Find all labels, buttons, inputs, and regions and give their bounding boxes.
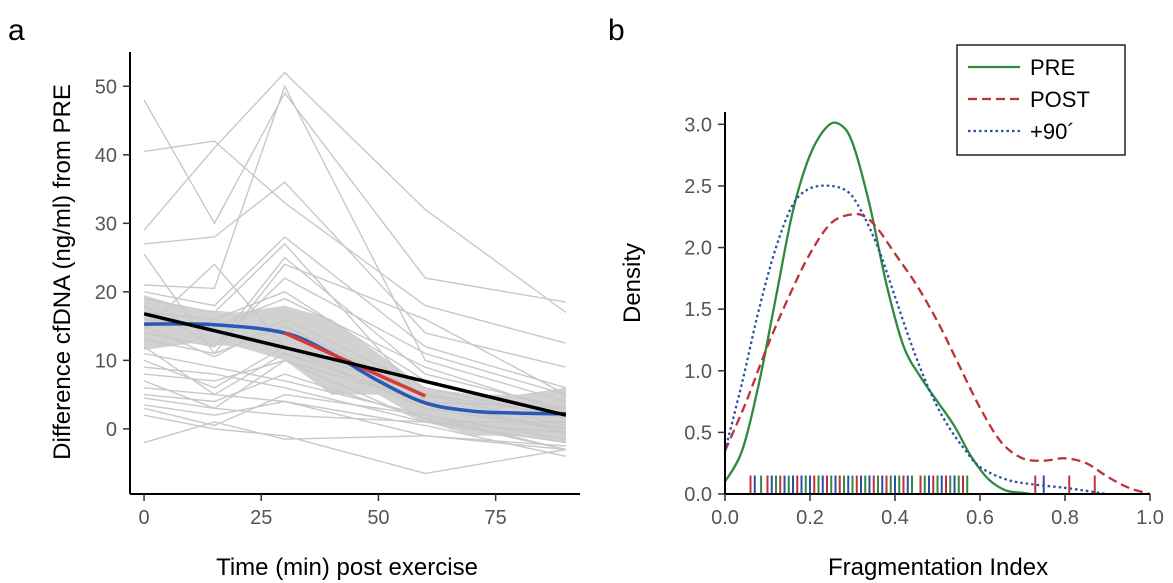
b-density-curve-2: [723, 212, 1151, 496]
a-individual-line-6: [144, 84, 567, 403]
a-individual-line-14: [143, 256, 567, 409]
a-y-tick-label-10: 10: [95, 350, 117, 372]
b-x-tick-label-1: 0.2: [796, 507, 824, 529]
b-y-tick-label-4: 2.0: [684, 238, 712, 260]
b-y-tick-label-6: 3.0: [684, 114, 712, 136]
b-legend-label-1: PRE: [1030, 55, 1075, 80]
b-x-tick-label-3: 0.6: [966, 507, 994, 529]
a-individual-line-12: [143, 318, 567, 420]
b-legend-label-2: POST: [1030, 87, 1090, 112]
panel-a-label: a: [8, 14, 25, 47]
b-legend: PRE POST +90´: [956, 44, 1126, 156]
b-x-tick-label-0: 0.0: [711, 507, 739, 529]
b-y-tick-label-2: 1.0: [684, 361, 712, 383]
a-individual-line-5: [143, 253, 567, 396]
b-x-tick-label-2: 0.4: [881, 507, 909, 529]
b-y-tick-label-1: 0.5: [684, 422, 712, 444]
panel-a: 0 10 20 30 40 50 0 25 50 75 Time (min) post exerc…: [49, 52, 580, 581]
a-smooth-fit-line: [144, 322, 566, 416]
b-y-axis-title: Density: [619, 243, 646, 323]
a-y-tick-label-20: 20: [95, 282, 117, 304]
b-axes-layer: 0.0 0.5 1.0 1.5 2.0 2.5 3.0 0.0 0.2 0.4 0.6 0.8 1.0: [684, 112, 1164, 529]
a-individual-line-7: [143, 236, 567, 389]
a-linear-fit-line: [143, 312, 567, 417]
a-individual-line-23: [144, 373, 567, 451]
b-x-tick-label-4: 0.8: [1051, 507, 1079, 529]
panel-b: 0.00.51.01.52.02.53.00.0 0.2 0.4 0.6 0.8 1.0 …: [619, 44, 1164, 581]
b-density-curve-3: [723, 184, 1108, 496]
a-y-tick-label-30: 30: [95, 213, 117, 235]
b-legend-label-3: +90´: [1030, 119, 1075, 144]
a-individual-line-28: [143, 421, 566, 451]
b-density-curve-1: [723, 121, 1032, 496]
a-individual-line-17: [143, 352, 567, 440]
a-individual-line-8: [143, 242, 566, 409]
a-y-tick-label-40: 40: [95, 145, 117, 167]
a-individual-line-24: [143, 397, 566, 423]
b-y-tick-label-3: 1.5: [684, 299, 712, 321]
a-individual-line-27: [143, 414, 567, 475]
b-x-axis-title: Fragmentation Index: [828, 554, 1048, 581]
a-x-tick-label-75: 75: [485, 507, 507, 529]
a-individual-line-3: [143, 71, 567, 313]
a-x-tick-label-0: 0: [139, 507, 150, 529]
a-individual-line-9: [143, 277, 567, 396]
b-y-tick-label-0: 0.0: [684, 484, 712, 506]
a-individual-line-1: [143, 91, 567, 303]
a-y-tick-label-50: 50: [95, 76, 117, 98]
panel-b-label: b: [608, 14, 625, 47]
b-density-curves-layer: [723, 121, 1151, 496]
b-x-tick-label-5: 1.0: [1136, 507, 1164, 529]
b-rug-layer: [749, 475, 1096, 494]
a-x-tick-label-25: 25: [250, 507, 272, 529]
a-individual-line-15: [143, 325, 567, 427]
a-individual-line-26: [143, 393, 567, 451]
a-axes-layer: 0 10 20 30 40 50 0 25 50 75: [95, 52, 580, 529]
a-individual-line-25: [143, 400, 567, 457]
a-individual-line-2: [143, 140, 567, 344]
a-x-axis-title: Time (min) post exercise: [216, 554, 478, 581]
a-y-tick-label-0: 0: [106, 419, 117, 441]
a-x-tick-label-50: 50: [367, 507, 389, 529]
a-fit-lines-layer: [143, 312, 567, 417]
b-y-tick-label-5: 2.5: [684, 176, 712, 198]
a-y-axis-title: Difference cfDNA (ng/ml) from PRE: [49, 84, 76, 460]
